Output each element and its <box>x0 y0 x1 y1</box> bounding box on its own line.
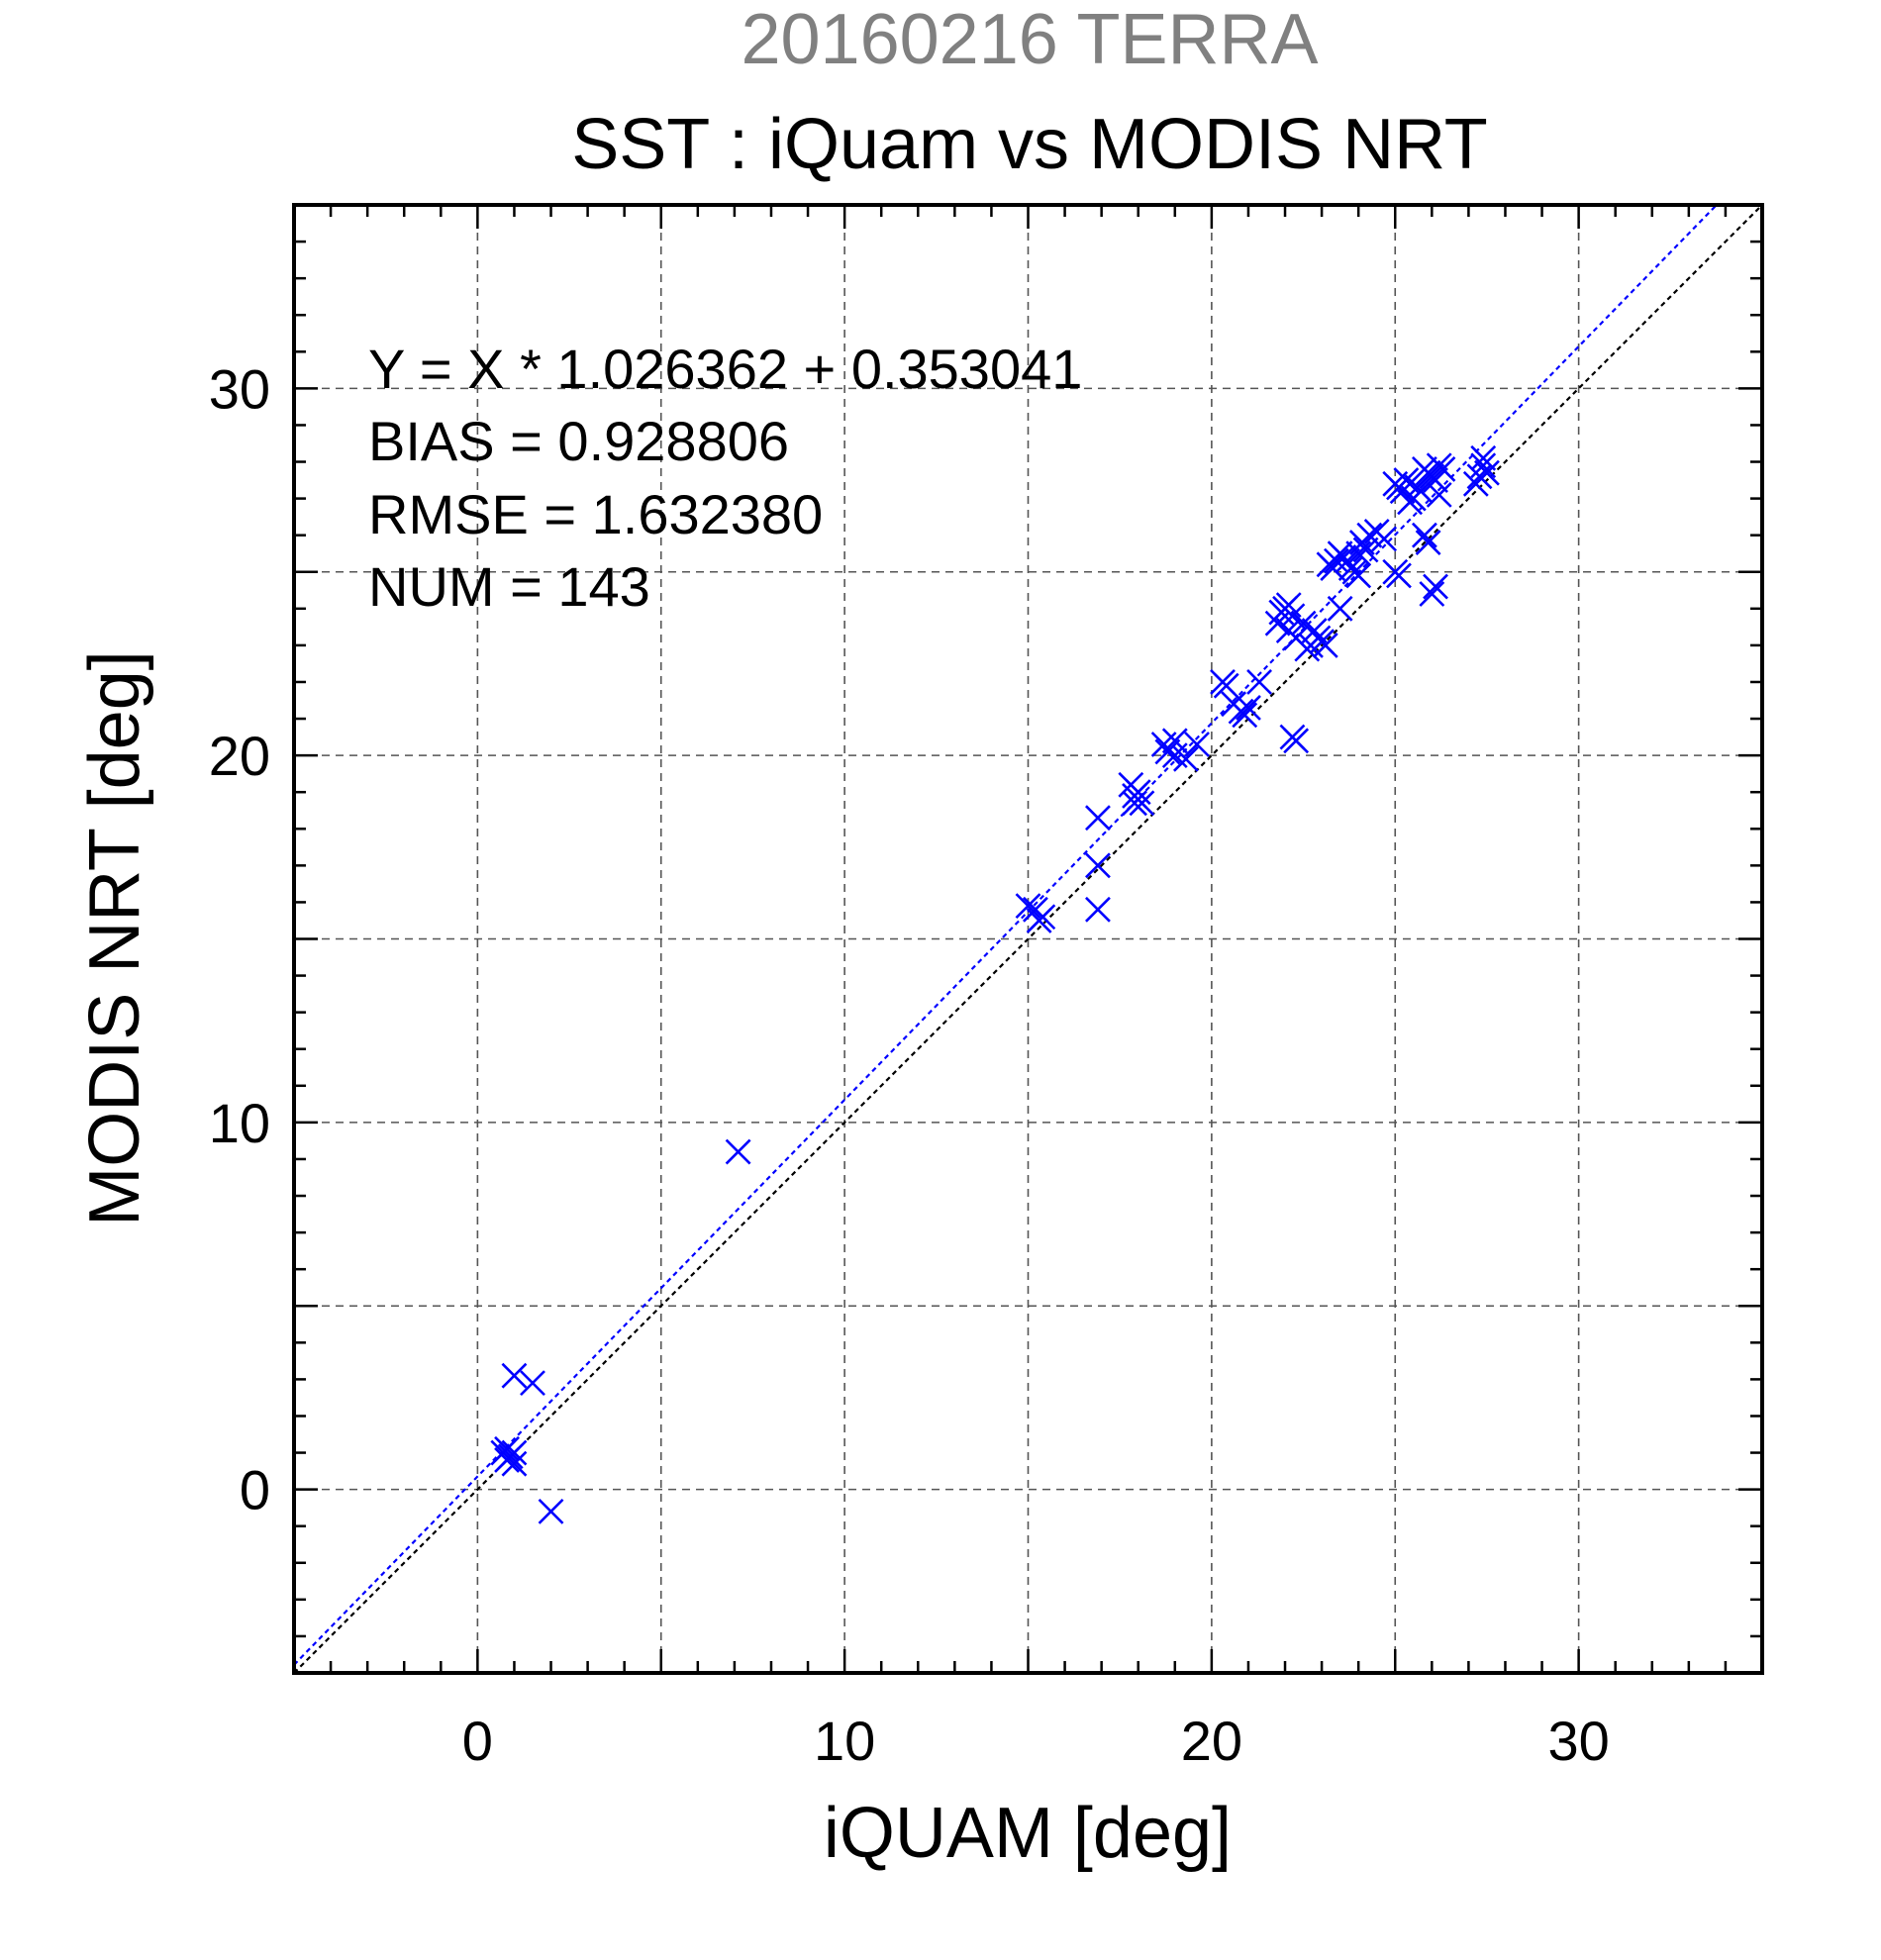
data-point <box>1213 672 1239 699</box>
data-point <box>520 1370 545 1397</box>
data-point <box>1327 595 1353 622</box>
data-point <box>1283 728 1310 754</box>
data-point <box>1030 904 1056 931</box>
x-axis-label: iQUAM [deg] <box>824 1794 1232 1873</box>
data-point <box>1129 790 1155 817</box>
data-point <box>1474 459 1500 486</box>
data-point <box>1419 581 1445 607</box>
data-point <box>1423 467 1448 493</box>
data-point <box>1015 893 1041 920</box>
regression-line <box>294 205 1719 1666</box>
stats-box: Y = X * 1.026362 + 0.353041 BIAS = 0.928… <box>368 338 1082 618</box>
y-tick-label: 20 <box>209 725 270 787</box>
data-point <box>1386 562 1412 589</box>
y-tick-label: 30 <box>209 357 270 420</box>
plot-frame <box>292 203 1764 1675</box>
data-point <box>1470 444 1497 471</box>
data-point <box>538 1498 564 1524</box>
data-point <box>1085 852 1111 879</box>
chart-title: SST : iQuam vs MODIS NRT <box>571 105 1488 184</box>
grid-lines <box>294 205 1762 1673</box>
data-point <box>1279 603 1306 630</box>
data-point <box>1173 745 1199 772</box>
stat-num: NUM = 143 <box>368 555 650 618</box>
x-tick-label: 0 <box>462 1710 493 1772</box>
data-point <box>1085 896 1111 923</box>
data-point <box>1324 547 1349 574</box>
stat-fit-equation: Y = X * 1.026362 + 0.353041 <box>368 338 1082 400</box>
data-point <box>1352 537 1379 563</box>
data-point <box>1426 481 1452 508</box>
stat-rmse: RMSE = 1.632380 <box>368 483 823 545</box>
axis-ticks <box>292 203 1764 1675</box>
data-point <box>1246 669 1272 695</box>
data-point <box>494 1435 520 1462</box>
data-points <box>490 444 1500 1524</box>
chart-suptitle: 20160216 TERRA <box>741 0 1318 79</box>
data-point <box>1085 805 1111 832</box>
x-tick-label: 20 <box>1181 1710 1242 1772</box>
data-point <box>1470 452 1497 479</box>
data-point <box>1335 547 1360 574</box>
x-tick-label: 10 <box>814 1710 875 1772</box>
data-point <box>1154 738 1181 765</box>
data-point <box>1312 632 1338 658</box>
x-tick-labels: 0 10 20 30 <box>462 1710 1610 1772</box>
data-point <box>1423 573 1448 600</box>
x-tick-label: 30 <box>1547 1710 1609 1772</box>
reference-lines <box>294 205 1762 1673</box>
data-point <box>501 1439 528 1466</box>
data-point <box>725 1138 751 1165</box>
data-point <box>1393 467 1420 493</box>
data-point <box>1356 522 1383 548</box>
data-point <box>1184 732 1210 757</box>
y-axis-label: MODIS NRT [deg] <box>75 650 154 1226</box>
identity-line <box>294 205 1762 1673</box>
data-point <box>1122 790 1147 817</box>
data-point <box>1415 530 1441 556</box>
y-tick-label: 0 <box>240 1459 270 1521</box>
data-point <box>1236 695 1261 721</box>
data-point <box>501 1362 528 1389</box>
data-point <box>1430 456 1456 482</box>
y-tick-label: 10 <box>209 1092 270 1154</box>
data-point <box>1161 728 1188 754</box>
stat-bias: BIAS = 0.928806 <box>368 410 789 472</box>
data-point <box>1345 562 1372 589</box>
data-point <box>1371 526 1398 552</box>
data-point <box>1232 702 1258 729</box>
data-point <box>1301 618 1328 643</box>
data-point <box>501 1450 528 1477</box>
data-point <box>1411 522 1437 548</box>
y-tick-labels: 0 10 20 30 <box>209 357 270 1520</box>
